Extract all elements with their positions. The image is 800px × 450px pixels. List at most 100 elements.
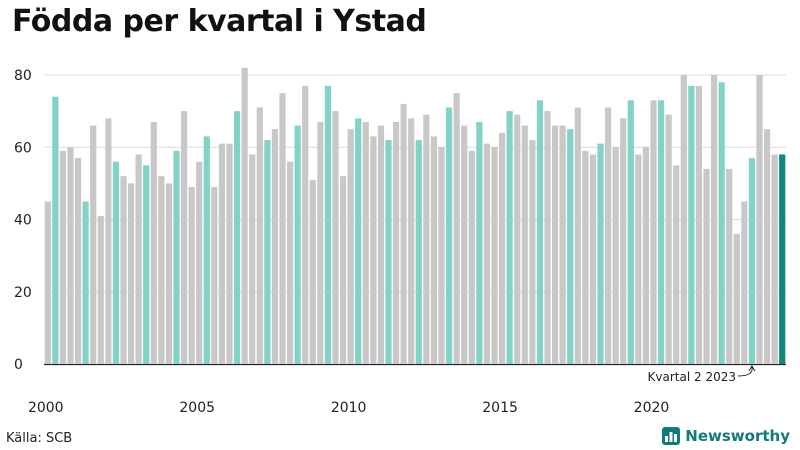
y-axis-ticks: 0 20 40 60 80: [14, 68, 32, 373]
bar: [52, 96, 59, 365]
bar: [302, 85, 309, 365]
bar: [158, 176, 165, 364]
source-note: Källa: SCB: [6, 431, 73, 446]
bar: [779, 154, 786, 364]
bar: [332, 111, 339, 364]
bar: [256, 107, 263, 364]
bar: [286, 161, 294, 364]
bar: [771, 154, 778, 364]
bar: [74, 158, 82, 364]
x-tick-label: 2005: [179, 400, 215, 416]
bar: [180, 111, 188, 364]
bar: [370, 136, 377, 364]
bar: [173, 150, 180, 364]
bar: [521, 125, 528, 364]
bar: [491, 147, 498, 364]
bar: [400, 103, 407, 365]
bar: [317, 121, 324, 365]
bar: [90, 125, 97, 364]
annotation-arrowhead: [748, 365, 756, 372]
bar: [347, 129, 354, 364]
bar: [408, 118, 415, 364]
bar: [188, 186, 195, 364]
bar-chart: 0 20 40 60 80 2000 2005 2010 2015 2020 Kvartal 2…: [14, 67, 786, 416]
bar: [392, 121, 400, 365]
bar: [120, 176, 127, 364]
bar: [529, 140, 536, 364]
bar: [733, 233, 740, 364]
bar: [763, 129, 771, 364]
bar: [642, 147, 650, 364]
bar: [574, 107, 581, 364]
bar: [756, 75, 763, 364]
bar: [506, 111, 513, 364]
bar: [726, 168, 733, 364]
x-tick-label: 2020: [634, 400, 670, 416]
bar: [597, 143, 604, 364]
bar: [44, 201, 51, 364]
bar: [82, 201, 89, 364]
bar: [143, 165, 150, 364]
bar: [612, 147, 619, 364]
bar: [476, 121, 483, 365]
bar: [536, 100, 544, 364]
bar: [67, 147, 74, 364]
bar: [105, 118, 112, 364]
newsworthy-logo-icon: [662, 427, 681, 445]
bar: [97, 215, 104, 364]
bar: [483, 143, 491, 364]
bar: [264, 140, 271, 364]
bar: [589, 154, 597, 364]
bar: [445, 107, 453, 364]
bar: [710, 75, 718, 364]
bar: [324, 85, 332, 365]
bar: [665, 114, 672, 364]
bar: [309, 179, 316, 364]
bar: [294, 125, 301, 364]
bar: [635, 154, 642, 364]
bar: [559, 125, 566, 364]
bar: [620, 118, 627, 364]
bar: [748, 158, 756, 364]
y-tick-label: 80: [14, 68, 32, 84]
x-tick-label: 2010: [331, 400, 367, 416]
annotation-group: Kvartal 2 2023: [648, 365, 756, 384]
bar: [703, 168, 710, 364]
bar: [226, 143, 233, 364]
bar: [514, 114, 521, 364]
bar: [150, 121, 157, 365]
bar: [241, 67, 248, 365]
x-axis-ticks: 2000 2005 2010 2015 2020: [28, 400, 669, 416]
bar: [423, 114, 430, 364]
bar: [165, 183, 173, 364]
brand-logo: Newsworthy: [662, 427, 790, 445]
bar: [582, 150, 589, 364]
bars: [44, 67, 786, 365]
bar: [741, 201, 748, 364]
bar: [218, 143, 226, 364]
bar: [438, 147, 445, 364]
bar: [567, 129, 574, 364]
x-tick-label: 2015: [482, 400, 518, 416]
bar: [498, 132, 506, 364]
y-tick-label: 20: [14, 285, 32, 301]
bar: [203, 136, 210, 364]
bar: [249, 154, 256, 364]
bar: [355, 118, 362, 364]
bar: [377, 125, 385, 364]
y-tick-label: 60: [14, 140, 32, 156]
bar: [688, 85, 695, 365]
bar: [718, 82, 725, 364]
bar: [604, 107, 612, 364]
bar: [362, 121, 369, 365]
bar: [271, 129, 279, 364]
brand-name: Newsworthy: [685, 427, 790, 445]
bar: [233, 111, 241, 364]
bar: [544, 111, 551, 364]
bar: [453, 93, 460, 364]
y-tick-label: 0: [14, 357, 23, 373]
bar: [211, 186, 218, 364]
bar: [59, 150, 67, 364]
bar: [430, 136, 438, 364]
bar: [627, 100, 634, 364]
